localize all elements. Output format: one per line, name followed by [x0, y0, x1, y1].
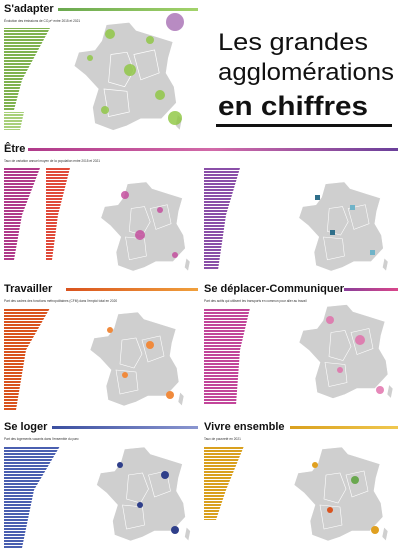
- section-rule: [28, 148, 398, 151]
- map-marker: [166, 391, 174, 399]
- map-markers: [312, 462, 379, 534]
- map-markers: [87, 29, 182, 125]
- map-marker: [315, 195, 320, 200]
- title-emphasis: en chiffres: [218, 91, 368, 121]
- bar-list: [204, 446, 244, 520]
- map-marker: [157, 207, 163, 213]
- map-marker: [146, 341, 154, 349]
- section-title: Se déplacer-Communiquer: [204, 283, 345, 295]
- map-marker: [370, 250, 375, 255]
- section-rule: [52, 426, 198, 429]
- bar-list: [4, 446, 60, 548]
- map-marker: [371, 526, 379, 534]
- map-marker: [166, 13, 184, 31]
- section-rule: [66, 288, 198, 291]
- map-marker: [355, 335, 365, 345]
- panel-note: Évolution des émissions de CO₂e* entre 2…: [4, 18, 80, 23]
- section-rule: [58, 8, 198, 11]
- bar-list: [46, 168, 70, 260]
- section-title: Être: [4, 142, 25, 155]
- section-title: Travailler: [4, 283, 53, 295]
- map-markers: [121, 191, 178, 258]
- panel-note: Part des cadres des fonctions métropolit…: [4, 299, 117, 303]
- map-marker: [312, 462, 318, 468]
- map-markers: [107, 327, 174, 399]
- map-marker: [135, 230, 145, 240]
- section-rule: [344, 288, 398, 291]
- map: [298, 181, 389, 272]
- map: [298, 304, 394, 399]
- map-marker: [168, 111, 182, 125]
- bar-list: [4, 168, 40, 260]
- title: agglomérations: [218, 59, 394, 86]
- map-marker: [146, 36, 154, 44]
- panel-note: Taux de pauvreté en 2021: [204, 437, 241, 441]
- map-marker: [107, 327, 113, 333]
- map-marker: [330, 230, 335, 235]
- map-markers: [326, 316, 384, 394]
- map-marker: [351, 476, 359, 484]
- map-marker: [122, 372, 128, 378]
- section-rule: [290, 426, 398, 429]
- map-marker: [172, 252, 178, 258]
- map-marker: [327, 507, 333, 513]
- section-title: Se loger: [4, 421, 48, 433]
- map-marker: [121, 191, 129, 199]
- map-marker: [337, 367, 343, 373]
- title-rule: [216, 124, 392, 127]
- map-marker: [124, 64, 136, 76]
- panel-note: Taux de variation annuel moyen de la pop…: [4, 159, 100, 163]
- map-marker: [87, 55, 93, 61]
- bar-list: [4, 112, 24, 130]
- map-marker: [155, 90, 165, 100]
- panel-note: Part des logements vacants dans l'ensemb…: [4, 437, 79, 441]
- map-marker: [161, 471, 169, 479]
- section-title: Vivre ensemble: [204, 421, 285, 433]
- map-marker: [137, 502, 143, 508]
- map-markers: [117, 462, 179, 534]
- map-marker: [171, 526, 179, 534]
- map-marker: [376, 386, 384, 394]
- map-marker: [350, 205, 355, 210]
- panel-note: Part des actifs qui utilisent les transp…: [204, 299, 307, 303]
- map: [100, 181, 191, 272]
- bar-list: [4, 308, 50, 410]
- bar-list: [204, 168, 240, 270]
- map-marker: [117, 462, 123, 468]
- bar-list: [4, 28, 50, 110]
- map-squares: [315, 195, 375, 255]
- title: Les grandes: [218, 29, 368, 56]
- map: [73, 21, 183, 131]
- map-marker: [326, 316, 334, 324]
- map-marker: [101, 106, 109, 114]
- bar-list: [204, 308, 250, 405]
- section-title: S'adapter: [4, 3, 54, 15]
- map-marker: [105, 29, 115, 39]
